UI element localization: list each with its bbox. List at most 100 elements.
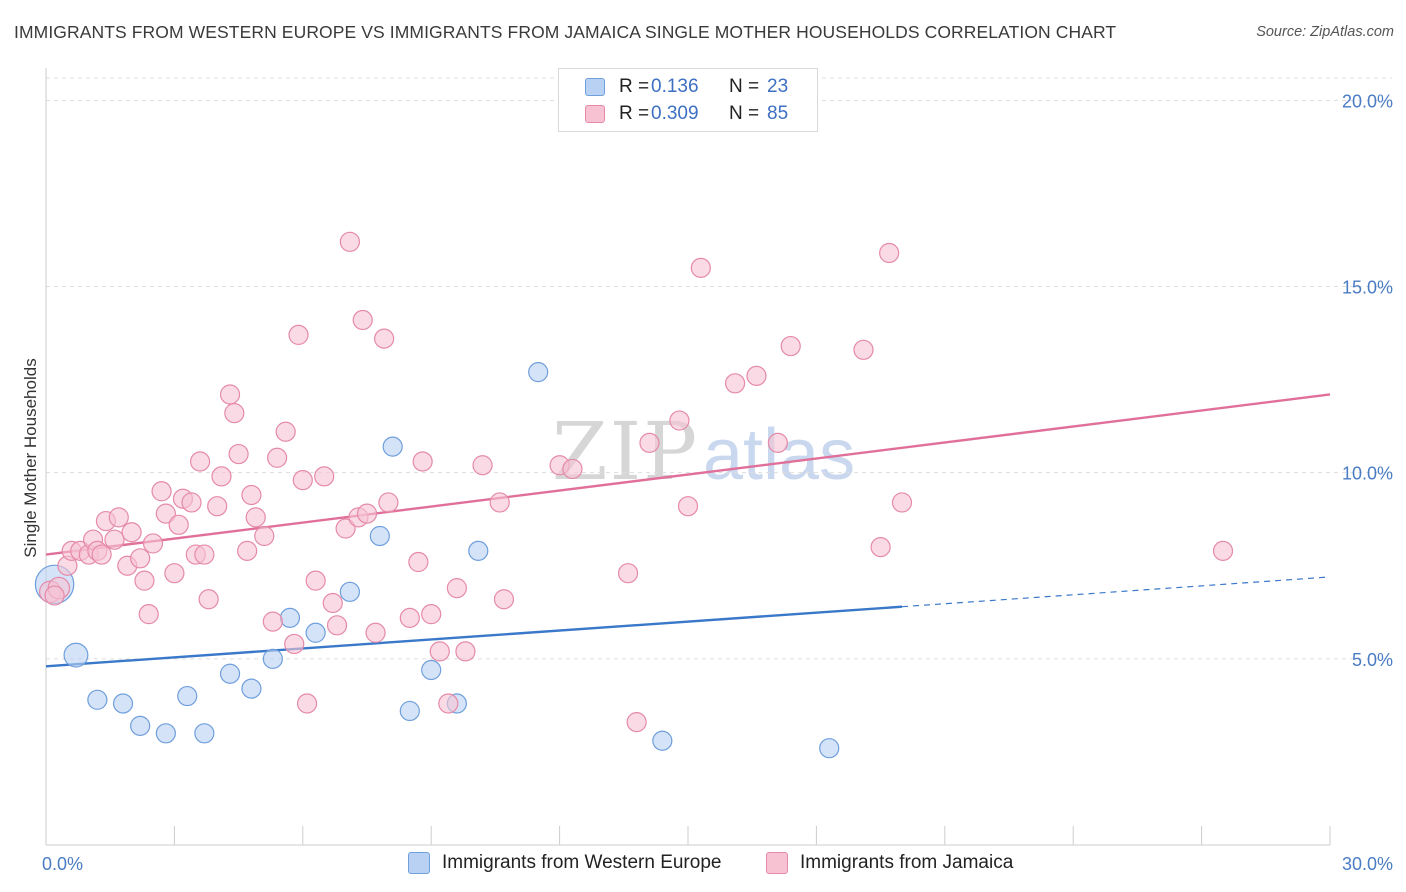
point-jamaica <box>493 589 515 610</box>
point-jamaica <box>254 525 275 547</box>
point-jamaica <box>44 585 65 606</box>
point-jamaica <box>305 570 326 591</box>
point-western-europe <box>241 678 262 699</box>
point-western-europe <box>468 540 489 561</box>
point-jamaica <box>438 693 459 714</box>
legend-row-western-europe: R = 0.136 N = 23 <box>585 75 788 99</box>
point-western-europe <box>305 622 326 643</box>
point-jamaica <box>245 507 266 528</box>
watermark-atlas: atlas <box>703 415 856 495</box>
point-western-europe <box>819 738 840 759</box>
grid-lines <box>46 77 1392 660</box>
y-tick-label: 10.0% <box>1342 464 1393 484</box>
point-jamaica <box>891 492 913 513</box>
point-jamaica <box>151 481 172 502</box>
series-legend: Immigrants from Western Europe Immigrant… <box>0 852 1406 878</box>
trend-lines <box>45 393 1331 668</box>
point-jamaica <box>134 570 155 591</box>
point-western-europe <box>130 715 151 736</box>
axes <box>45 68 1331 846</box>
point-jamaica <box>356 503 378 524</box>
point-jamaica <box>130 548 151 569</box>
point-jamaica <box>853 339 874 360</box>
point-jamaica <box>421 604 442 625</box>
point-jamaica <box>326 615 348 636</box>
point-jamaica <box>472 455 493 476</box>
point-jamaica <box>267 447 288 468</box>
point-jamaica <box>164 563 185 584</box>
point-jamaica <box>374 328 395 349</box>
point-jamaica <box>155 503 176 524</box>
point-western-europe <box>177 685 198 707</box>
point-western-europe <box>382 436 403 457</box>
source-label: Source: ZipAtlas.com <box>1256 24 1394 40</box>
point-jamaica <box>322 592 343 614</box>
point-jamaica <box>121 522 142 543</box>
point-jamaica <box>198 589 219 610</box>
trend-line-western-europe <box>45 605 903 668</box>
point-jamaica <box>767 432 788 453</box>
legend-n-value: 23 <box>767 76 789 97</box>
point-jamaica <box>626 712 647 733</box>
x-tick-label: 30.0% <box>1342 854 1393 874</box>
point-jamaica <box>617 563 639 584</box>
point-jamaica <box>296 693 318 714</box>
point-jamaica <box>677 496 699 517</box>
point-jamaica <box>138 604 159 625</box>
point-western-europe <box>399 700 420 722</box>
point-western-europe <box>112 693 134 714</box>
legend-swatch-pink <box>585 105 605 123</box>
point-western-europe <box>262 648 283 669</box>
series-legend-label: Immigrants from Jamaica <box>800 852 1014 873</box>
point-jamaica <box>288 324 309 346</box>
point-western-europe <box>279 607 301 628</box>
point-jamaica <box>104 529 125 550</box>
point-jamaica <box>378 492 399 513</box>
series-swatch-pink <box>766 852 788 874</box>
tick-labels: 5.0% 10.0% 15.0% 20.0% 0.0% 30.0% <box>42 91 1393 874</box>
y-tick-label: 5.0% <box>1352 650 1393 670</box>
point-jamaica <box>639 432 660 453</box>
point-jamaica <box>262 611 283 632</box>
point-western-europe <box>194 723 215 744</box>
legend-row-jamaica: R = 0.309 N = 85 <box>585 102 788 126</box>
point-jamaica <box>189 451 211 472</box>
point-jamaica <box>1212 540 1234 561</box>
series-legend-western-europe: Immigrants from Western Europe <box>408 852 721 874</box>
point-jamaica <box>429 641 450 662</box>
point-jamaica <box>408 551 429 573</box>
point-western-europe <box>369 525 390 547</box>
point-jamaica <box>412 451 433 472</box>
point-jamaica <box>292 470 313 491</box>
point-jamaica <box>489 492 510 513</box>
point-jamaica <box>228 443 249 465</box>
point-jamaica <box>142 533 164 554</box>
point-jamaica <box>207 496 228 517</box>
point-jamaica <box>724 373 746 394</box>
point-jamaica <box>275 421 296 442</box>
legend-n-label: N = <box>729 76 760 97</box>
point-jamaica <box>690 257 711 278</box>
point-jamaica <box>91 544 112 565</box>
data-points <box>34 231 1234 759</box>
y-tick-label: 20.0% <box>1342 91 1393 111</box>
point-jamaica <box>746 365 767 386</box>
point-jamaica <box>284 633 305 655</box>
legend-n-label: N = <box>729 103 760 124</box>
trend-line-extension <box>901 576 1331 608</box>
point-western-europe <box>63 642 89 668</box>
point-western-europe <box>339 581 360 602</box>
point-jamaica <box>339 231 360 252</box>
y-axis-label: Single Mother Households <box>21 358 40 557</box>
point-jamaica <box>237 540 258 561</box>
point-jamaica <box>879 242 900 264</box>
point-western-europe <box>421 659 442 681</box>
point-jamaica <box>335 518 356 539</box>
legend-r-value: 0.136 <box>651 76 699 97</box>
y-tick-label: 15.0% <box>1342 278 1393 298</box>
x-tick-label: 0.0% <box>42 854 83 874</box>
legend-r-label: R = <box>619 76 650 97</box>
point-jamaica <box>241 484 262 506</box>
legend-r-label: R = <box>619 103 650 124</box>
